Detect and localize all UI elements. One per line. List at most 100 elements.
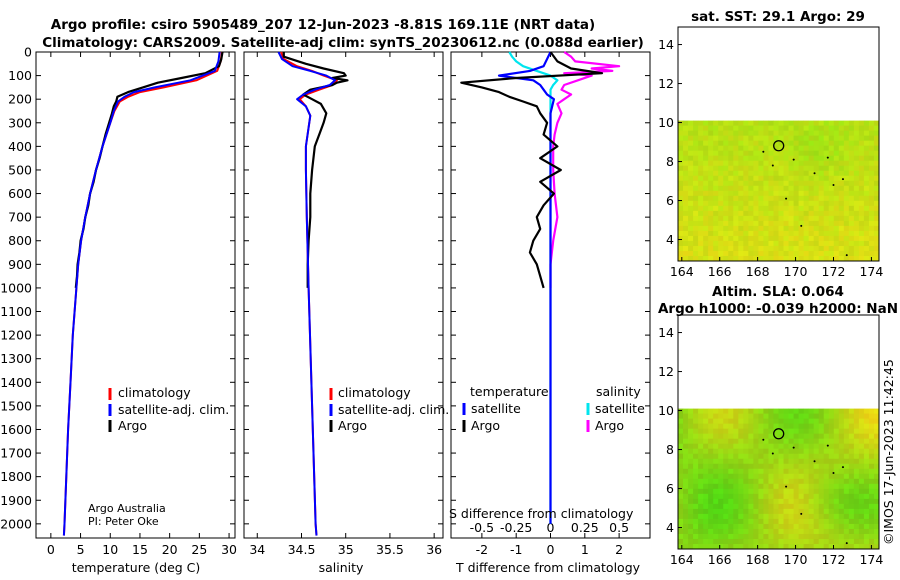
sla-map-cell (863, 488, 870, 495)
sst-map-cell (873, 170, 880, 177)
sla-map-cell (863, 448, 870, 455)
sla-map-cell (703, 443, 709, 450)
sst-map-cell (708, 165, 714, 172)
sla-map-cell (873, 443, 880, 450)
sla-map-cell (748, 438, 754, 445)
sst-map-cell (853, 145, 860, 152)
sla-map-cell (833, 473, 840, 480)
sla-map-cell (768, 473, 774, 480)
sla-map-cell (738, 468, 744, 475)
sst-map-cell (698, 230, 704, 237)
sla-map-cell (733, 433, 739, 440)
sst-map-island (841, 178, 844, 181)
sst-map-cell (783, 175, 789, 182)
sla-map-cell (738, 458, 744, 465)
sla-map-cell (773, 523, 779, 530)
sla-map-cell (823, 448, 830, 455)
sst-map-cell (768, 250, 774, 257)
sst-map-cell (808, 205, 815, 212)
difference-top-xtick-label-1: -0.25 (500, 520, 532, 535)
sla-map-cell (858, 503, 865, 510)
sst-map-cell (843, 125, 850, 132)
difference-xtick-label-3: 1 (581, 542, 589, 557)
sst-map-cell (688, 130, 694, 137)
sst-map-cell (813, 145, 820, 152)
sla-map-cell (813, 503, 820, 510)
sla-map-cell (733, 478, 739, 485)
sla-map-cell (733, 473, 739, 480)
sla-map-ytick-label-4: 12 (658, 364, 674, 379)
sst-map-cell (678, 210, 684, 217)
sla-map-cell (693, 408, 699, 415)
sla-map-cell (778, 483, 784, 490)
sla-map-cell (793, 408, 800, 415)
sla-map-cell (678, 508, 684, 515)
sla-map-cell (813, 408, 820, 415)
sla-map-cell (683, 428, 689, 435)
sla-map-cell (768, 508, 774, 515)
sst-map-cell (718, 180, 724, 187)
sla-map-cell (763, 478, 769, 485)
sla-map-cell (678, 423, 684, 430)
sla-map-cell (843, 498, 850, 505)
sst-map-cell (683, 145, 689, 152)
sst-map-cell (728, 240, 734, 247)
sla-map-cell (833, 533, 840, 540)
sla-map-cell (798, 418, 805, 425)
sla-map-cell (803, 463, 810, 470)
sst-map-cell (853, 250, 860, 257)
sst-map-cell (713, 175, 719, 182)
sst-map-cell (713, 210, 719, 217)
sst-map-cell (718, 165, 724, 172)
sla-map-cell (748, 433, 754, 440)
sst-map-cell (723, 165, 729, 172)
sst-map-cell (868, 165, 875, 172)
sla-map-cell (863, 428, 870, 435)
sla-map-cell (728, 458, 734, 465)
sst-map-cell (793, 205, 800, 212)
temperature-panel: 0 5 10 15 20 25 300100200300400500600700800900… (0, 45, 237, 558)
sla-map-cell (678, 498, 684, 505)
sst-map-cell (773, 220, 779, 227)
sla-map-cell (798, 543, 805, 550)
sla-map-cell (738, 413, 744, 420)
salinity-xlabel: salinity (319, 560, 364, 575)
sst-map-cell (808, 135, 815, 142)
sla-map-cell (858, 458, 865, 465)
sst-map-cell (803, 160, 810, 167)
sst-map-cell (838, 235, 845, 242)
sst-map-cell (688, 220, 694, 227)
sla-map-cell (748, 453, 754, 460)
sla-map-cell (848, 518, 855, 525)
sst-map-cell (843, 215, 850, 222)
sla-map-cell (743, 443, 749, 450)
sla-map-cell (788, 438, 794, 445)
sst-map-cell (853, 210, 860, 217)
sla-map-cell (798, 538, 805, 545)
sst-map-cell (778, 245, 784, 252)
sst-map-cell (748, 230, 754, 237)
sla-map-cell (868, 443, 875, 450)
sst-map-cell (803, 230, 810, 237)
sla-map-cell (858, 428, 865, 435)
sla-map-cell (753, 478, 759, 485)
salinity-xtick-label-1: 34.5 (288, 542, 316, 557)
temperature-ytick-label-4: 400 (8, 139, 32, 154)
sst-map-island (771, 164, 774, 167)
sst-map-cell (768, 175, 774, 182)
sla-map-cell (783, 538, 789, 545)
sla-map-cell (718, 453, 724, 460)
sst-map-cell (818, 220, 825, 227)
sla-map-cell (798, 488, 805, 495)
sla-map-cell (708, 523, 714, 530)
sla-map-cell (758, 523, 764, 530)
sla-map-cell (778, 423, 784, 430)
temperature-ytick-label-10: 1000 (0, 280, 32, 295)
sst-map-cell (848, 225, 855, 232)
sla-map-cell (708, 543, 714, 550)
sla-map-cell (688, 458, 694, 465)
sst-map-cell (793, 255, 800, 262)
sla-map-cell (718, 413, 724, 420)
sst-map-cell (863, 220, 870, 227)
sla-map-cell (813, 523, 820, 530)
